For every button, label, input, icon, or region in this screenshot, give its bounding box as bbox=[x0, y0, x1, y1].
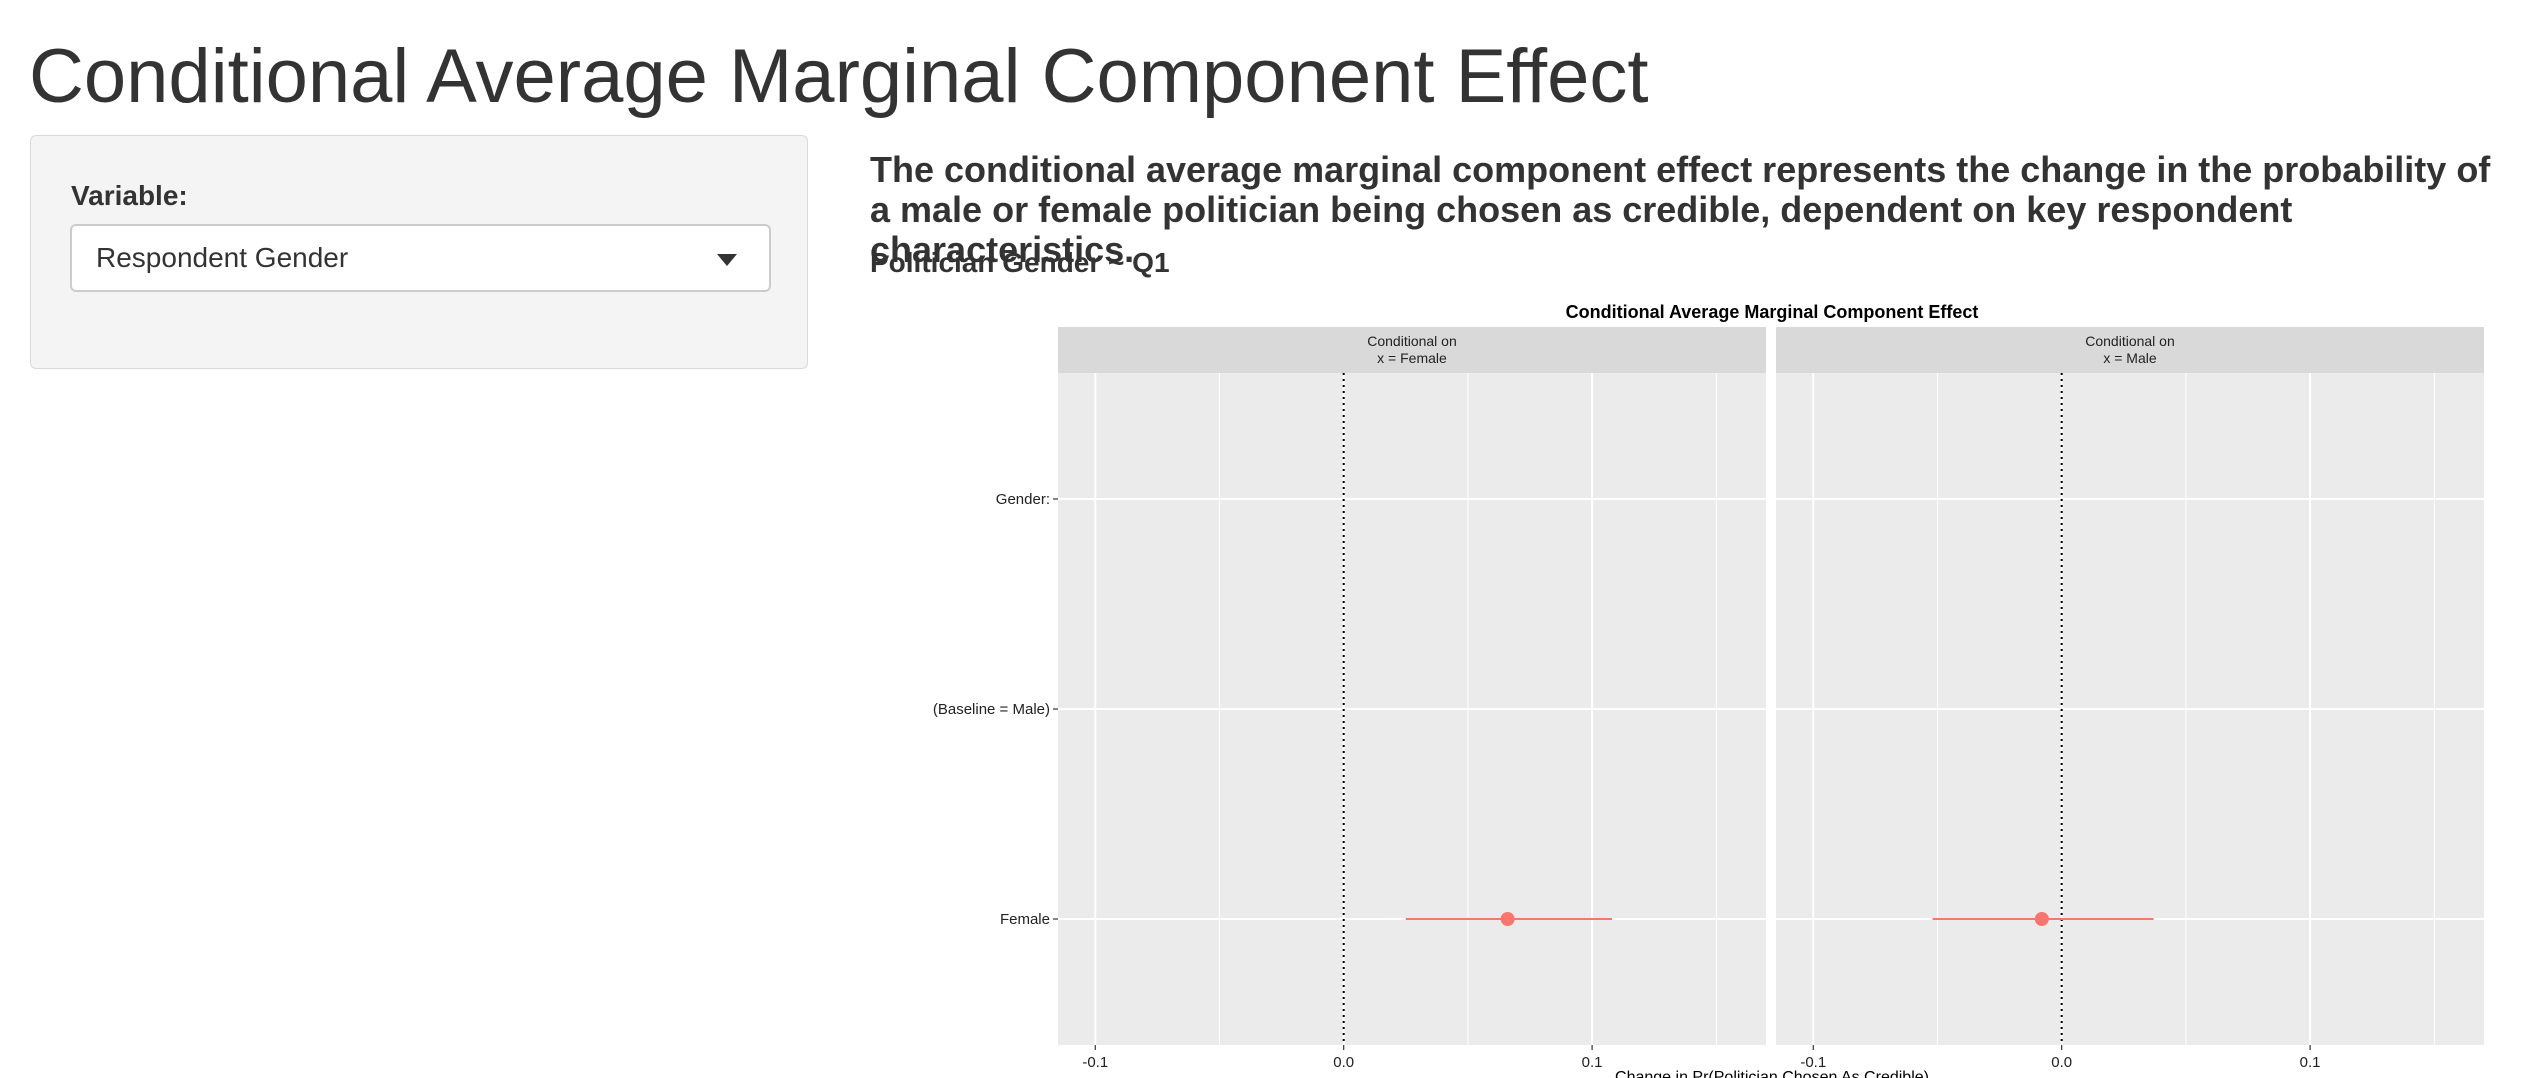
plot-title: Conditional Average Marginal Component E… bbox=[1566, 302, 1979, 322]
facet-strip-label: Conditional on bbox=[1367, 333, 1457, 349]
page-title: Conditional Average Marginal Component E… bbox=[29, 34, 1649, 119]
facet-strip-label: x = Female bbox=[1377, 350, 1447, 366]
y-tick-label: (Baseline = Male) bbox=[933, 701, 1050, 718]
variable-label: Variable: bbox=[71, 180, 188, 211]
x-axis-label: Change in Pr(Politician Chosen As Credib… bbox=[1615, 1069, 1929, 1078]
sidebar-panel: Variable: Respondent Gender bbox=[30, 135, 808, 369]
x-tick-label: -0.1 bbox=[1800, 1054, 1826, 1071]
facet-strip-label: Conditional on bbox=[2085, 333, 2175, 349]
x-tick-label: 0.0 bbox=[2051, 1054, 2072, 1071]
description-text: The conditional average marginal compone… bbox=[870, 149, 2491, 270]
amce-plot: Conditional Average Marginal Component E… bbox=[933, 302, 2484, 1078]
facet-strip bbox=[1058, 327, 1766, 373]
x-tick-label: 0.1 bbox=[1582, 1054, 1603, 1071]
estimate-point bbox=[1500, 912, 1515, 926]
y-tick-label: Female bbox=[1000, 911, 1050, 928]
x-tick-label: 0.0 bbox=[1333, 1054, 1354, 1071]
facet-strip bbox=[1776, 327, 2484, 373]
facet-strip-label: x = Male bbox=[2103, 350, 2157, 366]
y-tick-label: Gender: bbox=[996, 491, 1050, 508]
x-tick-label: -0.1 bbox=[1082, 1054, 1108, 1071]
caret-down-icon[interactable] bbox=[717, 254, 737, 266]
model-subheading: Politician Gender ~ Q1 bbox=[870, 247, 1170, 278]
x-tick-label: 0.1 bbox=[2300, 1054, 2321, 1071]
variable-select-value: Respondent Gender bbox=[96, 242, 349, 273]
estimate-point bbox=[2034, 912, 2049, 926]
variable-select[interactable]: Respondent Gender bbox=[70, 224, 771, 292]
